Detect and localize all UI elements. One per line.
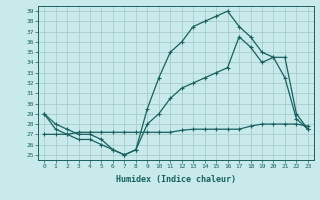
X-axis label: Humidex (Indice chaleur): Humidex (Indice chaleur) (116, 175, 236, 184)
